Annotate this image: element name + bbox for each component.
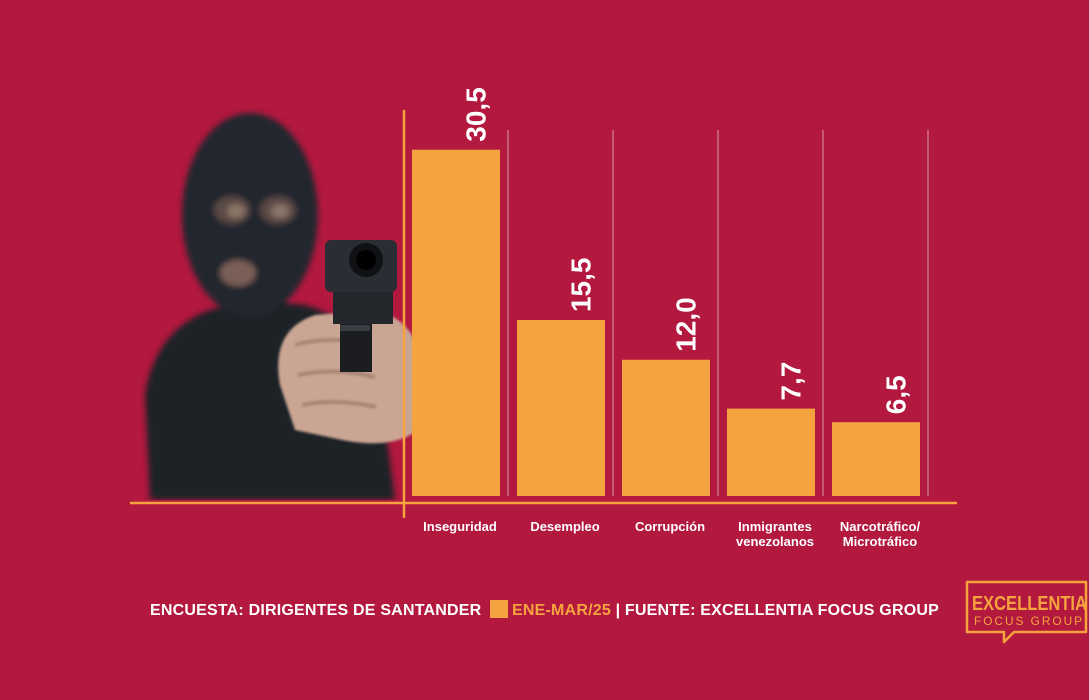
- bar-value-label: 7,7: [775, 362, 806, 401]
- chart-axes: [130, 110, 957, 518]
- bar: [517, 320, 605, 496]
- period-text: ENE-MAR/25: [512, 602, 611, 619]
- chart-category-labels: Inseguridad Desempleo Corrupción Inmigrante…: [423, 519, 920, 549]
- bar-value-label: 15,5: [565, 258, 596, 313]
- category-label: Inmigrantes: [738, 519, 812, 534]
- chart-bars: [412, 149, 920, 496]
- source-text: | FUENTE: EXCELLENTIA FOCUS GROUP: [615, 602, 939, 619]
- category-label: Narcotráfico/: [840, 519, 921, 534]
- bar-value-label: 6,5: [880, 375, 911, 414]
- category-label: Microtráfico: [843, 534, 917, 549]
- logo-subtitle: FOCUS GROUP: [974, 614, 1084, 628]
- bar: [622, 359, 710, 496]
- bar-value-label: 30,5: [460, 87, 491, 142]
- chart-value-labels: 30,5 15,5 12,0 7,7 6,5: [460, 87, 911, 414]
- survey-text: ENCUESTA: DIRIGENTES DE SANTANDER: [150, 602, 482, 619]
- masked-gunman-illustration: [145, 113, 420, 500]
- category-label: venezolanos: [736, 534, 814, 549]
- bar: [727, 408, 815, 496]
- legend-swatch: [490, 600, 509, 618]
- category-label: Inseguridad: [423, 519, 497, 534]
- category-label: Corrupción: [635, 519, 705, 534]
- bar: [412, 149, 500, 496]
- logo-wordmark: EXCELLENTIA: [972, 593, 1087, 615]
- category-label: Desempleo: [530, 519, 599, 534]
- bar-value-label: 12,0: [670, 297, 701, 352]
- bar: [832, 422, 920, 496]
- footer-caption: ENCUESTA: DIRIGENTES DE SANTANDER ENE-MA…: [0, 600, 1089, 620]
- chart-gridlines: [507, 130, 929, 496]
- excellentia-logo: EXCELLENTIA FOCUS GROUP: [965, 580, 1088, 644]
